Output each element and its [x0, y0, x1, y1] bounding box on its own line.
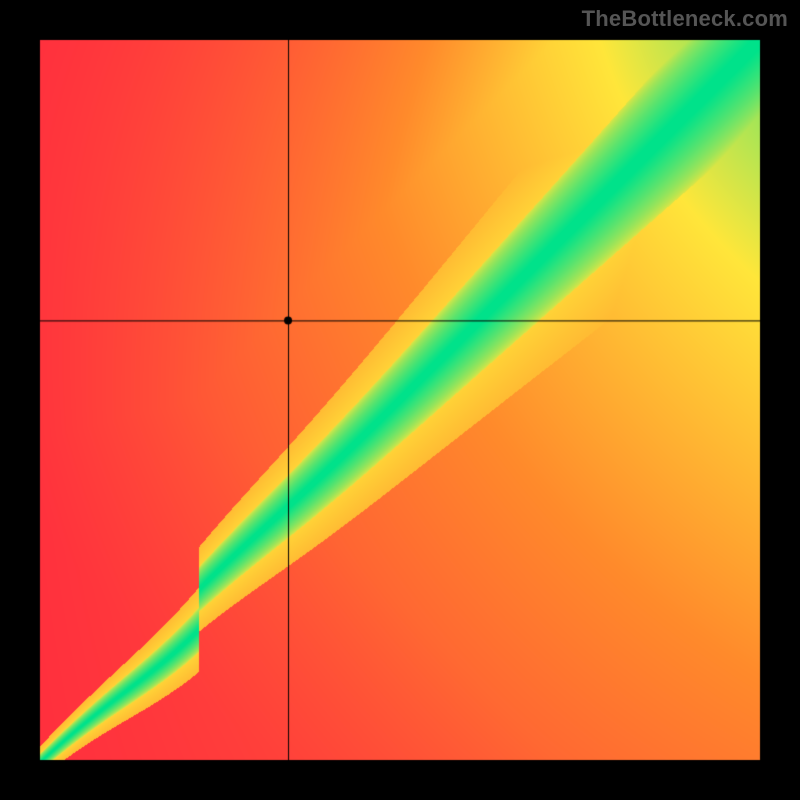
bottleneck-heatmap: [0, 0, 800, 800]
chart-container: TheBottleneck.com: [0, 0, 800, 800]
watermark-text: TheBottleneck.com: [582, 6, 788, 32]
